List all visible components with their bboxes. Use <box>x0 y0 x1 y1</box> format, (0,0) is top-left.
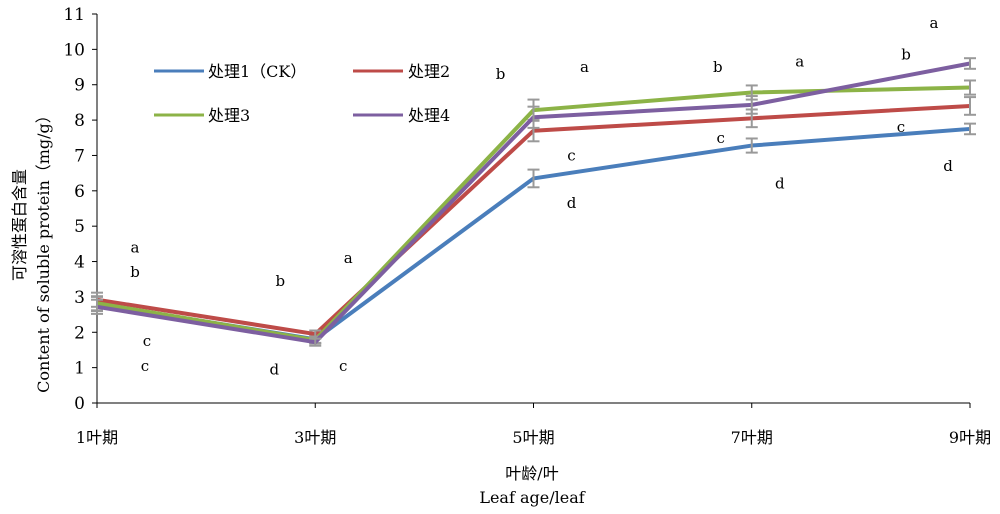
y-tick-label: 7 <box>74 146 85 166</box>
legend-item-1: 处理2 <box>353 62 450 81</box>
y-tick-label: 5 <box>74 217 85 237</box>
significance-letter: c <box>143 332 151 350</box>
y-tick-label: 2 <box>74 323 85 343</box>
significance-letter: a <box>930 14 939 32</box>
legend: 处理1（CK） 处理2 处理3 处理4 <box>154 62 450 125</box>
x-tick-label: 7叶期 <box>731 428 773 447</box>
significance-letter: b <box>901 46 911 64</box>
significance-letter: a <box>131 238 140 256</box>
y-axis-ticks: 0 1 2 3 4 5 6 7 8 9 10 11 <box>63 5 97 414</box>
significance-letter: c <box>567 146 575 164</box>
y-tick-label: 8 <box>74 111 85 131</box>
x-axis-title-cn: 叶龄/叶 <box>505 464 558 483</box>
x-axis-ticks: 1叶期 3叶期 5叶期 7叶期 9叶期 <box>76 403 991 447</box>
significance-letter: d <box>943 157 953 175</box>
series-0 <box>91 122 976 344</box>
significance-letter: b <box>130 263 140 281</box>
y-axis-title-en: Content of soluble protein（mg/g） <box>34 107 53 393</box>
significance-letter: c <box>339 357 347 375</box>
significance-letter: b <box>713 58 723 76</box>
y-tick-label: 1 <box>74 359 85 379</box>
y-axis-title-cn: 可溶性蛋白含量 <box>10 169 29 281</box>
significance-letter: a <box>580 58 589 76</box>
x-tick-label: 3叶期 <box>294 428 336 447</box>
series-layer <box>91 57 976 347</box>
series-1 <box>91 96 976 339</box>
significance-letter: c <box>141 357 149 375</box>
y-tick-label: 4 <box>74 253 85 273</box>
y-tick-label: 0 <box>74 394 85 414</box>
legend-item-3: 处理4 <box>353 106 450 125</box>
x-tick-label: 5叶期 <box>512 428 554 447</box>
legend-item-0: 处理1（CK） <box>154 62 306 81</box>
significance-letter: d <box>567 194 577 212</box>
series-3 <box>91 57 976 347</box>
significance-letter: c <box>897 118 905 136</box>
x-axis-title-en: Leaf age/leaf <box>479 488 585 507</box>
y-tick-label: 11 <box>63 5 85 25</box>
significance-letter: b <box>496 65 506 83</box>
series-line-0 <box>96 126 971 342</box>
y-tick-label: 3 <box>74 288 85 308</box>
significance-letter: c <box>717 129 725 147</box>
significance-letter: a <box>795 53 804 71</box>
legend-label-1: 处理2 <box>408 62 450 81</box>
y-tick-label: 9 <box>74 76 85 96</box>
significance-letter: d <box>775 175 785 193</box>
y-tick-label: 10 <box>63 40 85 60</box>
legend-label-3: 处理4 <box>408 106 450 125</box>
x-tick-label: 9叶期 <box>949 428 991 447</box>
legend-label-0: 处理1（CK） <box>208 62 306 81</box>
significance-letter: b <box>275 272 285 290</box>
significance-letter: a <box>344 249 353 267</box>
x-tick-label: 1叶期 <box>76 428 118 447</box>
legend-label-2: 处理3 <box>208 106 250 125</box>
significance-letter: d <box>269 360 279 378</box>
legend-item-2: 处理3 <box>154 106 250 125</box>
y-tick-label: 6 <box>74 182 85 202</box>
